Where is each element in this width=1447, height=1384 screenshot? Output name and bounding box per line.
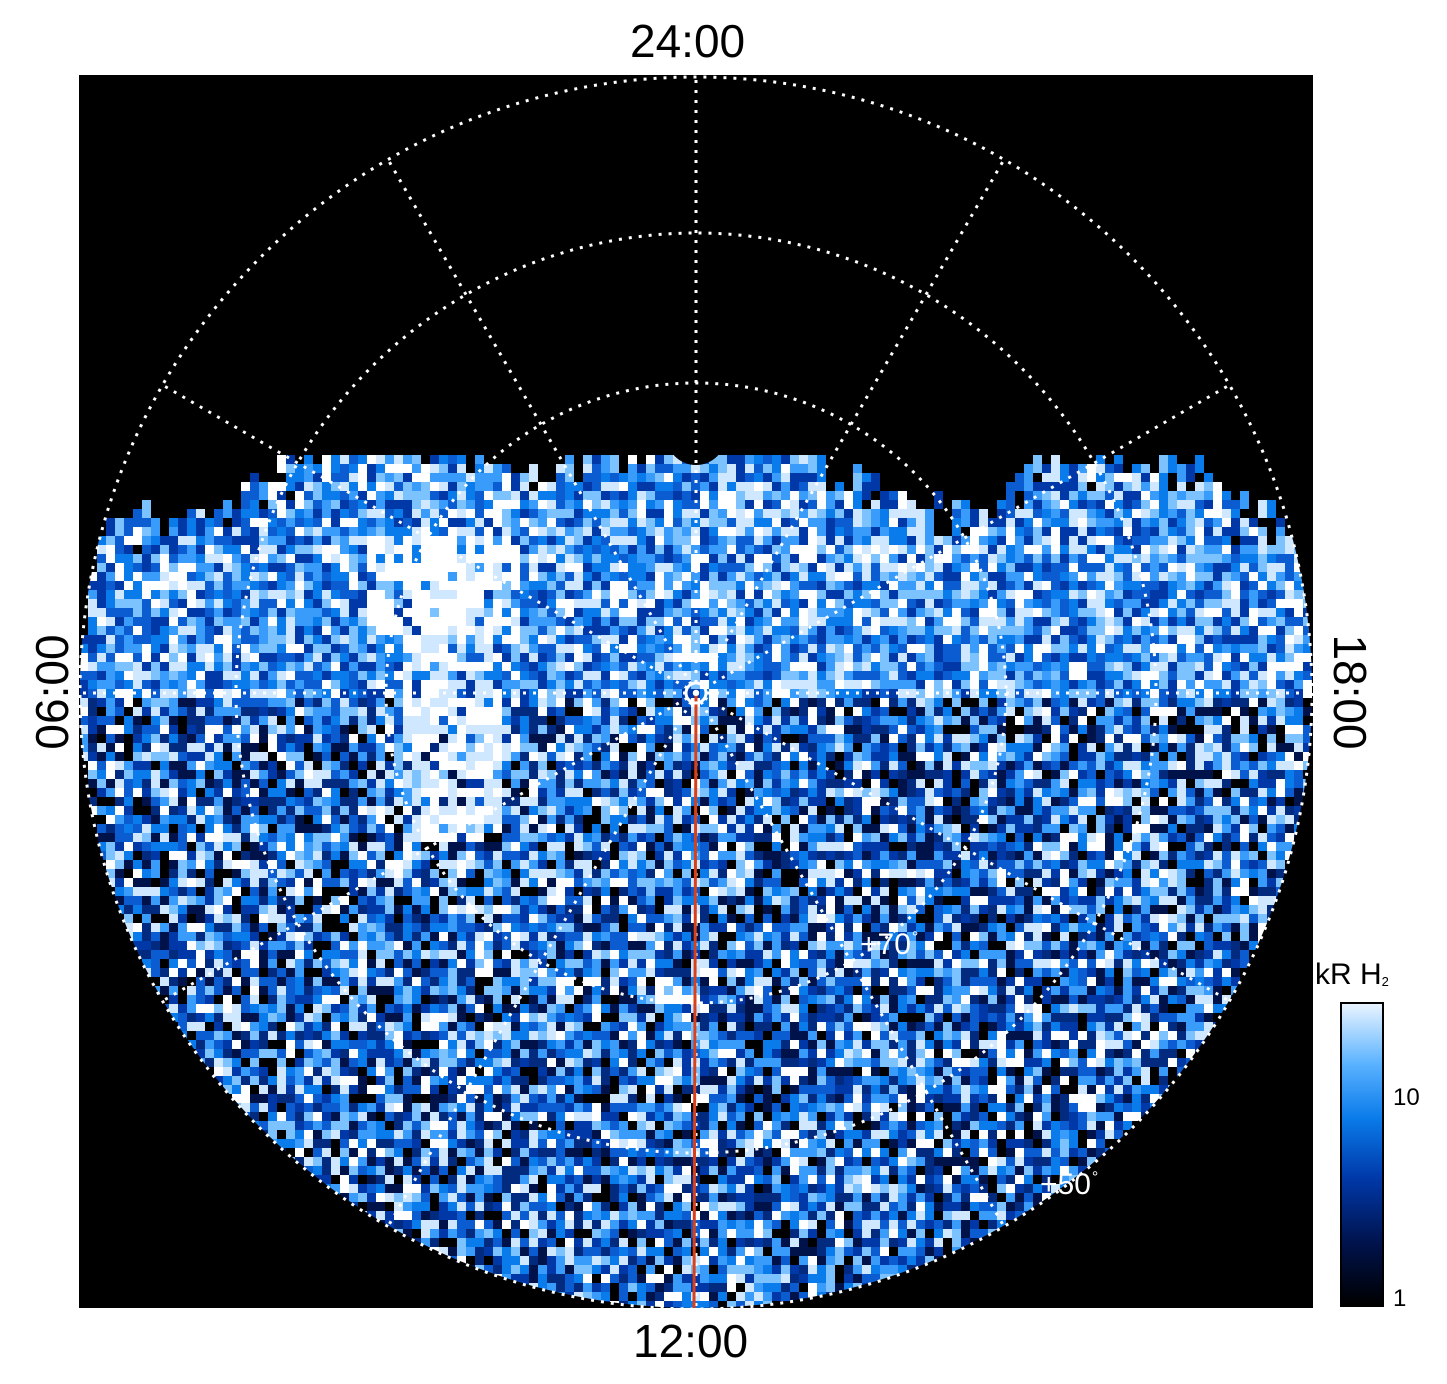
- pole-marker: [684, 681, 708, 705]
- local-time-meridian: [694, 692, 1006, 1228]
- local-time-meridian: [161, 383, 697, 695]
- colorbar-unit-subscript: 2: [1381, 974, 1389, 989]
- noon-meridian-line: [692, 692, 698, 1308]
- colorbar-unit: kR H: [1315, 958, 1382, 991]
- degree-symbol: °: [1091, 1169, 1099, 1186]
- local-time-label-noon: 12:00: [633, 1315, 749, 1367]
- local-time-meridian: [695, 383, 1231, 695]
- local-time-meridian: [694, 158, 1006, 694]
- colorbar-tick-1: 1: [1393, 1285, 1407, 1312]
- latitude-label-50: +50°: [1040, 1170, 1098, 1200]
- polar-auroral-projection: [79, 75, 1313, 1308]
- latitude-value-70: +70: [860, 928, 911, 961]
- local-time-meridian: [695, 691, 1231, 1003]
- colorbar: [1340, 1002, 1384, 1307]
- latitude-label-70: +70°: [860, 930, 918, 960]
- local-time-label-dawn: 06:00: [26, 634, 78, 750]
- local-time-label-midnight: 24:00: [630, 15, 746, 67]
- local-time-meridian: [386, 692, 698, 1228]
- local-time-label-dusk: 18:00: [1324, 634, 1376, 750]
- colorbar-title: kR H2: [1315, 960, 1389, 990]
- colorbar-tick-10: 10: [1393, 1084, 1420, 1111]
- local-time-meridian: [386, 158, 698, 694]
- local-time-meridian: [161, 691, 697, 1003]
- polar-map-canvas: [79, 75, 1313, 1308]
- degree-symbol: °: [911, 929, 919, 946]
- latitude-circle: [79, 75, 1313, 1308]
- latitude-value-50: +50: [1040, 1168, 1091, 1201]
- pole-dot: [693, 690, 699, 696]
